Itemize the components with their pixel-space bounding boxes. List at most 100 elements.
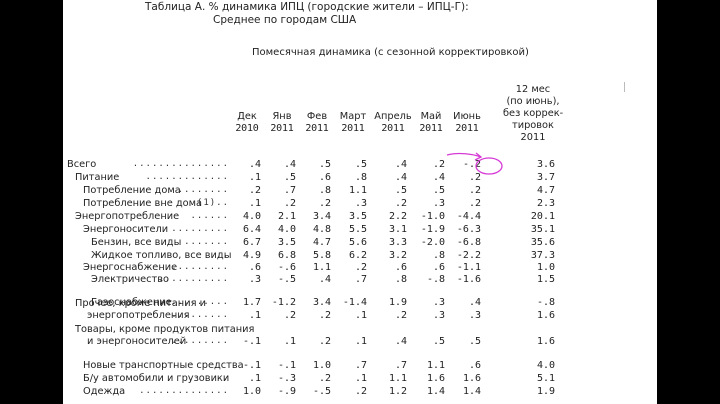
cell-value: -.8	[426, 274, 445, 285]
cell-value: .8	[354, 172, 367, 183]
cell-value: .4	[248, 159, 261, 170]
cell-value: -6.8	[456, 237, 481, 248]
column-year: 2011	[419, 123, 443, 134]
cell-value: .2	[468, 198, 481, 209]
column-year: 2011	[305, 123, 329, 134]
column-header: Март 2011	[333, 111, 373, 135]
column-year: 2011	[341, 123, 365, 134]
row-label: Всего	[67, 159, 97, 170]
cell-value: .3	[354, 198, 367, 209]
cell-value: 1.1	[312, 262, 331, 273]
row-leader-dots: .......	[184, 237, 229, 247]
cell-value: .2	[468, 185, 481, 196]
cell-value: .5	[318, 159, 331, 170]
row-label-continued: и энергоносителей	[87, 336, 187, 347]
cell-value: 1.1	[388, 373, 407, 384]
table-subtitle: Помесячная динамика (с сезонной корректи…	[252, 47, 529, 58]
cell-value: 4.7	[312, 237, 331, 248]
column-header: Июнь 2011	[447, 111, 487, 135]
cell-value: .7	[354, 360, 367, 371]
cell-value: 4.0	[277, 224, 296, 235]
column-month: Июнь	[453, 111, 481, 122]
annual-header-line: без коррек-	[503, 108, 564, 119]
cell-value: .4	[283, 159, 296, 170]
cell-value: 5.1	[536, 373, 555, 384]
cell-value: .3	[468, 310, 481, 321]
row-label: Энергоснабжение	[83, 262, 178, 273]
row-label: Энергопотребление	[75, 211, 180, 222]
cell-value: .8	[394, 274, 407, 285]
cell-value: 35.6	[530, 237, 555, 248]
cell-value: 5.8	[312, 250, 331, 261]
annotation-arrow-line	[446, 152, 482, 158]
cell-value: 6.7	[242, 237, 261, 248]
row-leader-dots: ...............	[132, 159, 229, 169]
row-label: Газоснабжение	[91, 297, 172, 308]
cell-value: 2.1	[277, 211, 296, 222]
cell-value: 1.6	[462, 373, 481, 384]
cell-value: 37.3	[530, 250, 555, 261]
cell-value: -.1	[242, 336, 261, 347]
cell-value: -6.3	[456, 224, 481, 235]
cell-value: .1	[354, 373, 367, 384]
cell-value: 3.6	[536, 159, 555, 170]
table-title-line2: Среднее по городам США	[213, 14, 357, 26]
column-month: Май	[420, 111, 442, 122]
cell-value: .2	[248, 185, 261, 196]
cell-value: 1.0	[242, 386, 261, 397]
cell-value: 1.4	[426, 386, 445, 397]
cell-value: .4	[432, 172, 445, 183]
cell-value: 2.3	[536, 198, 555, 209]
cell-value: 4.0	[242, 211, 261, 222]
column-month: Март	[339, 111, 367, 122]
cell-value: .7	[354, 274, 367, 285]
cell-value: -2.2	[456, 250, 481, 261]
cell-value: .3	[432, 310, 445, 321]
row-leader-dots: ......	[190, 211, 229, 221]
row-label: Потребление вне дома	[83, 198, 203, 209]
cell-value: 3.5	[277, 237, 296, 248]
cell-value: 6.2	[348, 250, 367, 261]
row-label: Б/у автомобили и грузовики	[83, 373, 230, 384]
cell-value: .6	[432, 262, 445, 273]
row-leader-dots: (1)..	[196, 198, 229, 208]
column-header: Май 2011	[411, 111, 451, 135]
cell-value: 20.1	[530, 211, 555, 222]
cell-value: .5	[354, 159, 367, 170]
annual-header-line: тировок	[512, 120, 554, 131]
cell-value: 35.1	[530, 224, 555, 235]
cell-value: .3	[432, 297, 445, 308]
table-title-line1: Таблица А. % динамика ИПЦ (городские жит…	[145, 1, 469, 13]
cell-value: -1.4	[342, 297, 367, 308]
cell-value: .4	[394, 172, 407, 183]
column-year: 2011	[270, 123, 294, 134]
cell-value: .1	[248, 198, 261, 209]
cell-value: .1	[283, 336, 296, 347]
row-leader-dots: .	[222, 373, 229, 383]
row-label-continued: энергопотребления	[87, 310, 190, 321]
cell-value: 1.5	[536, 274, 555, 285]
row-label: Жидкое топливо, все виды	[91, 250, 232, 261]
cell-value: 1.1	[426, 360, 445, 371]
column-header: Янв 2011	[262, 111, 302, 135]
row-label: Бензин, все виды	[91, 237, 182, 248]
column-month: Дек	[237, 111, 257, 122]
cell-value: .2	[318, 310, 331, 321]
cell-value: 1.6	[536, 336, 555, 347]
row-label: Новые транспортные средства	[83, 360, 244, 371]
cell-value: 1.9	[388, 297, 407, 308]
column-month: Фев	[306, 111, 328, 122]
cell-value: .1	[354, 310, 367, 321]
row-leader-dots: ........	[177, 185, 229, 195]
row-leader-dots: .............	[145, 172, 229, 182]
cell-value: 1.0	[536, 262, 555, 273]
cell-value: 1.2	[388, 386, 407, 397]
cell-value: .1	[354, 336, 367, 347]
cell-value: .5	[432, 336, 445, 347]
cell-value: 4.7	[536, 185, 555, 196]
annual-header-line: 2011	[520, 132, 546, 143]
row-label: Потребление дома	[83, 185, 181, 196]
cell-value: -1.6	[456, 274, 481, 285]
cell-value: .1	[248, 310, 261, 321]
row-label: Прочее, кроме питания и	[75, 298, 206, 309]
